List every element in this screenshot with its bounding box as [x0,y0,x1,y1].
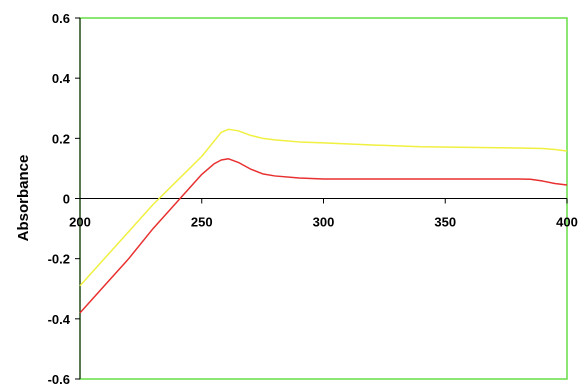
y-tick-label: -0.2 [48,252,70,267]
x-tick-label: 350 [434,215,456,230]
y-tick-label: 0.2 [52,131,70,146]
x-tick-label: 250 [191,215,213,230]
labels-layer: -0.6 -0.4 -0.2 0 0.2 0.4 0.6 200 250 300 350 400 [48,11,578,386]
series-line-yellow [79,128,568,287]
y-tick-label: -0.4 [48,312,71,327]
y-tick-label: 0.4 [52,71,71,86]
x-tick-label: 300 [313,215,335,230]
series-layer [79,128,568,314]
series-line-red [79,158,568,314]
axes-layer [75,17,568,380]
y-tick-label: 0.6 [52,11,70,26]
y-tick-label: 0 [63,192,70,207]
x-tick-label: 400 [556,215,578,230]
y-tick-label: -0.6 [48,372,70,386]
y-axis-title: Absorbance [15,155,32,242]
x-tick-label: 200 [69,215,91,230]
